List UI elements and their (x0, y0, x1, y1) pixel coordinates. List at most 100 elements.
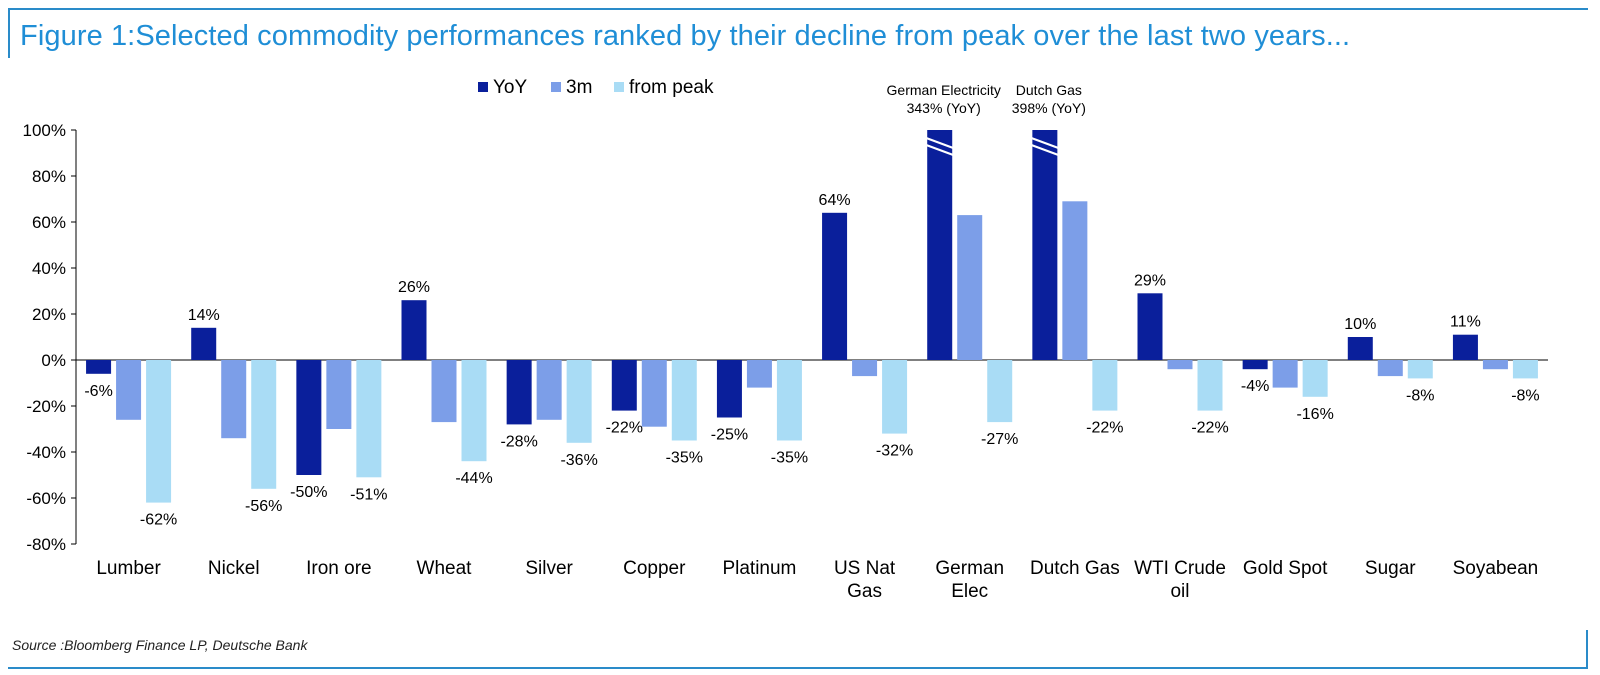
frame-right-rule (1586, 630, 1588, 667)
data-label: -22% (1086, 420, 1123, 437)
bar-from-peak (1407, 360, 1433, 379)
bar-yoy (401, 300, 427, 360)
figure-title: Figure 1:Selected commodity performances… (20, 20, 1351, 52)
y-tick-label: 40% (32, 259, 66, 278)
category-label: Platinum (722, 558, 796, 579)
category-label: Elec (951, 581, 988, 602)
bar-from-peak (251, 360, 277, 489)
bar-3m (116, 360, 142, 420)
bar-3m (326, 360, 352, 429)
data-label: -36% (560, 452, 597, 469)
bar-3m (1062, 201, 1088, 360)
bar-from-peak (987, 360, 1013, 423)
bar-from-peak (1092, 360, 1118, 411)
bar-yoy (296, 360, 322, 475)
frame-top-rule (8, 8, 1588, 10)
bar-from-peak (776, 360, 802, 441)
bar-yoy (1242, 360, 1268, 370)
category-label: US Nat (834, 558, 896, 579)
data-label: 10% (1344, 316, 1376, 333)
legend-label: from peak (629, 77, 714, 98)
data-label: -4% (1241, 378, 1269, 395)
axis-break-mark (1031, 144, 1059, 156)
data-label: -51% (350, 486, 387, 503)
axis-break-mark (925, 137, 954, 149)
legend-swatch (478, 82, 488, 92)
data-label: 29% (1134, 272, 1166, 289)
bar-yoy (191, 327, 217, 360)
category-label: Iron ore (306, 558, 371, 579)
data-label: -8% (1406, 387, 1434, 404)
category-label: Wheat (417, 558, 473, 579)
category-label: Soyabean (1453, 558, 1539, 579)
bar-yoy (716, 360, 742, 418)
bar-3m (1272, 360, 1298, 388)
category-label: Silver (525, 558, 573, 579)
y-tick-label: 0% (41, 351, 66, 370)
data-label: -35% (771, 450, 808, 467)
y-tick-label: 60% (32, 213, 66, 232)
bar-from-peak (461, 360, 487, 462)
y-tick-label: -40% (26, 443, 66, 462)
data-label: -32% (876, 443, 913, 460)
data-label: 14% (188, 307, 220, 324)
data-label: -27% (981, 431, 1018, 448)
bar-3m (641, 360, 667, 427)
bar-annotation: German Electricity (887, 82, 1001, 98)
frame-bottom-rule (8, 667, 1588, 669)
data-label: -50% (290, 484, 327, 501)
y-tick-label: -80% (26, 535, 66, 554)
bar-yoy (506, 360, 532, 425)
bar-annotation: 343% (YoY) (907, 100, 981, 116)
data-label: -6% (84, 383, 112, 400)
bar-yoy (927, 130, 953, 360)
category-label: Gas (847, 581, 882, 602)
bar-3m (536, 360, 562, 420)
bar-3m (1482, 360, 1508, 370)
data-label: -62% (140, 512, 177, 529)
data-label: -56% (245, 498, 282, 515)
category-label: Copper (623, 558, 686, 579)
data-label: -44% (455, 470, 492, 487)
bar-yoy (1032, 130, 1058, 360)
bar-3m (221, 360, 247, 439)
bar-from-peak (356, 360, 382, 478)
data-label: 26% (398, 279, 430, 296)
data-label: 11% (1450, 314, 1481, 331)
category-label: Sugar (1365, 558, 1416, 579)
data-label: -22% (606, 420, 643, 437)
category-label: Gold Spot (1243, 558, 1328, 579)
category-label: WTI Crude (1134, 558, 1226, 579)
bar-yoy (822, 212, 848, 360)
category-label: oil (1170, 581, 1189, 602)
category-label: Dutch Gas (1030, 558, 1120, 579)
axis-break-mark (925, 144, 954, 156)
frame-left-rule (8, 8, 10, 58)
category-label: German (935, 558, 1004, 579)
legend-swatch (551, 82, 561, 92)
y-tick-label: -60% (26, 489, 66, 508)
bar-from-peak (1302, 360, 1328, 397)
bar-from-peak (146, 360, 172, 503)
y-tick-label: 20% (32, 305, 66, 324)
data-label: -22% (1191, 420, 1228, 437)
data-label: -8% (1511, 387, 1539, 404)
bar-3m (957, 215, 983, 360)
bar-from-peak (882, 360, 908, 434)
y-tick-label: -20% (26, 397, 66, 416)
bar-3m (1167, 360, 1193, 370)
legend-swatch (614, 82, 624, 92)
bar-annotation: 398% (YoY) (1012, 100, 1086, 116)
data-label: 64% (819, 192, 851, 209)
category-label: Nickel (208, 558, 260, 579)
y-tick-label: 80% (32, 167, 66, 186)
data-label: -35% (666, 450, 703, 467)
category-label: Lumber (96, 558, 161, 579)
bar-from-peak (1512, 360, 1538, 379)
legend-label: YoY (493, 77, 527, 98)
bar-yoy (86, 360, 112, 374)
axis-break-mark (1031, 137, 1059, 149)
bar-yoy (611, 360, 637, 411)
data-label: -25% (711, 427, 748, 444)
bar-yoy (1137, 293, 1163, 360)
